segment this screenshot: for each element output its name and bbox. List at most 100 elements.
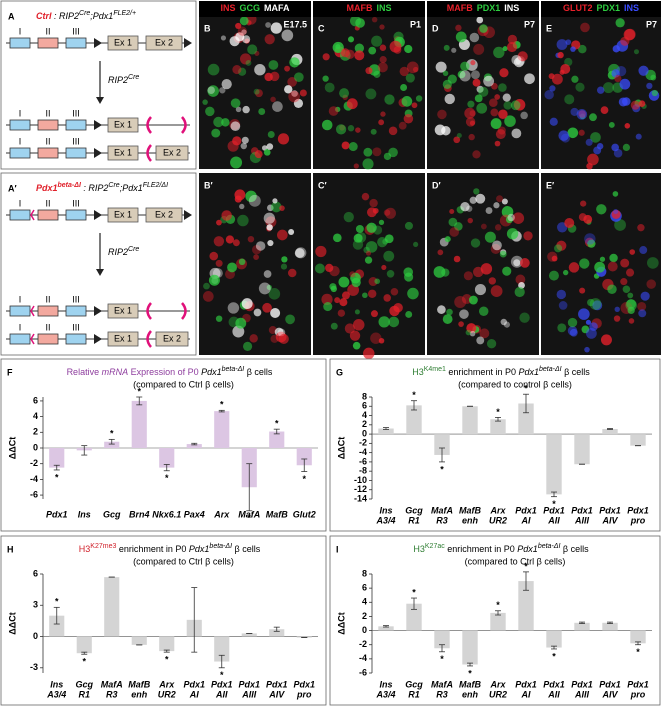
cell [490, 118, 502, 129]
text-part: FLE2/ΔI [143, 182, 168, 189]
cell [353, 233, 363, 243]
cell [284, 85, 293, 94]
cell [407, 287, 419, 300]
significance-star: * [165, 473, 169, 483]
cell [351, 277, 361, 288]
cell [362, 158, 374, 170]
stain-name: INS [220, 3, 235, 13]
cell [556, 289, 567, 300]
cell [490, 108, 499, 117]
x-tick-label: A3/4 [46, 689, 66, 699]
cell [480, 263, 493, 275]
cell [494, 224, 502, 231]
cell [504, 115, 516, 127]
cell [219, 87, 226, 94]
significance-star: * [220, 400, 224, 410]
cell [237, 214, 249, 227]
y-tick-label: 4 [362, 597, 367, 607]
y-tick-label: 0 [33, 631, 38, 641]
cell [399, 66, 409, 77]
cell [355, 232, 367, 243]
cell [467, 217, 473, 224]
cell [249, 334, 258, 343]
cell [324, 82, 335, 93]
cell [502, 93, 511, 102]
x-tick-label: MafA [431, 679, 453, 689]
cell [232, 136, 242, 146]
significance-star: * [636, 647, 640, 657]
error-bar [136, 396, 143, 406]
excision-bracket [146, 116, 152, 134]
text-part: beta-ΔI [539, 366, 562, 373]
region-box [37, 147, 59, 159]
significance-star: * [468, 668, 472, 678]
region-label: I [19, 108, 22, 118]
panel-letter: I [336, 544, 339, 554]
error-bar [607, 428, 613, 430]
cell [515, 274, 526, 285]
cell [287, 77, 298, 87]
cell [363, 347, 375, 360]
cell [333, 233, 342, 243]
cell [627, 292, 634, 299]
x-tick-label: R3 [436, 689, 448, 699]
cell [506, 228, 519, 240]
cell [620, 278, 628, 286]
exon-box [155, 145, 189, 161]
panel-frame [0, 172, 197, 356]
y-tick-label: 8 [362, 568, 367, 578]
cell [227, 302, 240, 314]
region-box [65, 333, 87, 345]
cell [612, 191, 619, 197]
cell [579, 258, 590, 269]
text-part: ;Pdx1 [90, 11, 113, 21]
exon-box [107, 145, 139, 161]
x-tick-label: Pdx1 [599, 679, 621, 689]
cell [346, 98, 358, 110]
excision-bracket [146, 330, 152, 348]
error-bar [53, 464, 60, 471]
cell [544, 89, 554, 100]
panel-letter: D [432, 23, 439, 33]
cell [638, 65, 649, 76]
cell [494, 94, 501, 100]
cell [557, 51, 564, 59]
x-tick-label: Ins [50, 679, 63, 689]
cell [294, 248, 305, 258]
significance-star: * [55, 472, 59, 482]
cell [449, 208, 455, 215]
cell [239, 203, 245, 210]
cell [266, 224, 273, 231]
cell [288, 90, 300, 103]
cell [354, 50, 365, 61]
cell [468, 133, 475, 141]
panel-letter: A′ [8, 183, 17, 193]
chart-subtitle: (compared to Ctrl β cells) [133, 556, 234, 566]
bar [490, 419, 506, 435]
region-label: III [72, 108, 80, 118]
region-label: I [19, 136, 22, 146]
panel-letter: B′ [204, 180, 213, 190]
exon-box [107, 207, 139, 223]
bar [269, 629, 285, 637]
panel-letter: C′ [318, 180, 327, 190]
text-part: K27ac [425, 543, 445, 550]
significance-star: * [110, 429, 114, 439]
significance-star: * [412, 587, 416, 597]
cell [379, 56, 387, 64]
cell [277, 133, 290, 145]
cell [435, 61, 447, 73]
text-part: β cells [560, 544, 589, 554]
excision-bracket [146, 144, 152, 162]
panel-letter: G [336, 367, 343, 377]
exon-label: Ex 1 [114, 37, 132, 47]
y-tick-label: -10 [354, 475, 367, 485]
cell [478, 306, 489, 316]
exon-label: Ex 1 [114, 147, 132, 157]
cell [484, 231, 496, 243]
cell [459, 70, 471, 82]
exon-box [145, 207, 183, 223]
cell [364, 256, 373, 264]
loxp [94, 120, 102, 130]
cell [507, 34, 518, 45]
